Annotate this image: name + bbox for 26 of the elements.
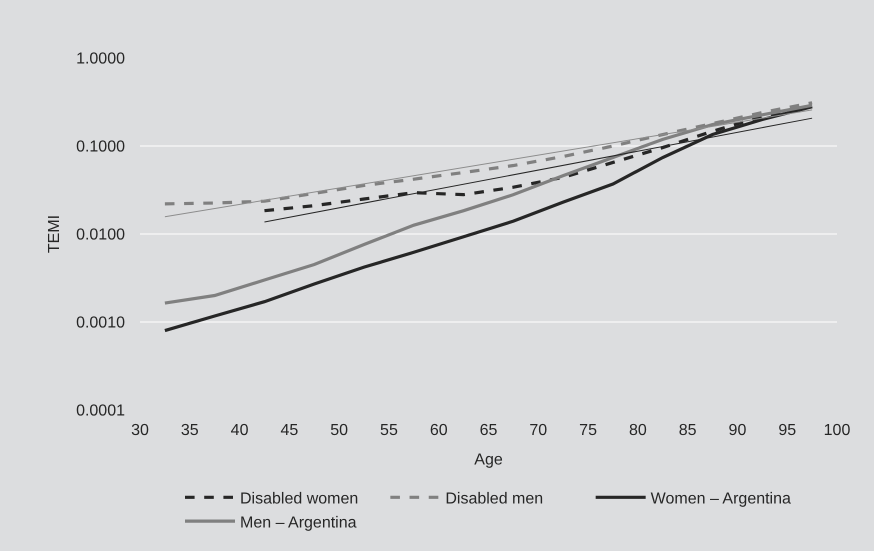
x-tick-label: 45 <box>280 422 298 439</box>
x-tick-label: 55 <box>380 422 398 439</box>
y-tick-label: 0.0001 <box>76 402 126 420</box>
x-tick-label: 75 <box>579 422 598 439</box>
x-tick-label: 70 <box>529 422 548 439</box>
y-tick-label: 0.0100 <box>76 226 126 244</box>
x-tick-label: 60 <box>430 422 448 439</box>
x-tick-label: 65 <box>480 422 498 439</box>
x-tick-label: 90 <box>728 422 746 439</box>
x-tick-label: 100 <box>824 422 850 439</box>
x-tick-label: 85 <box>678 422 697 439</box>
legend-label: Disabled women <box>240 490 358 508</box>
x-tick-label: 40 <box>230 422 249 439</box>
legend-label: Disabled men <box>445 490 544 508</box>
y-axis-title: TEMI <box>46 214 63 254</box>
y-tick-label: 1.0000 <box>76 50 126 68</box>
x-tick-label: 30 <box>131 422 149 439</box>
x-tick-label: 35 <box>180 422 199 439</box>
x-axis-title: Age <box>474 452 503 469</box>
legend-label: Women – Argentina <box>650 490 792 508</box>
y-tick-label: 0.1000 <box>76 138 126 156</box>
x-tick-label: 80 <box>628 422 647 439</box>
legend-label: Men – Argentina <box>240 514 357 532</box>
x-tick-label: 95 <box>778 422 796 439</box>
y-tick-label: 0.0010 <box>76 314 126 332</box>
x-tick-label: 50 <box>330 422 348 439</box>
